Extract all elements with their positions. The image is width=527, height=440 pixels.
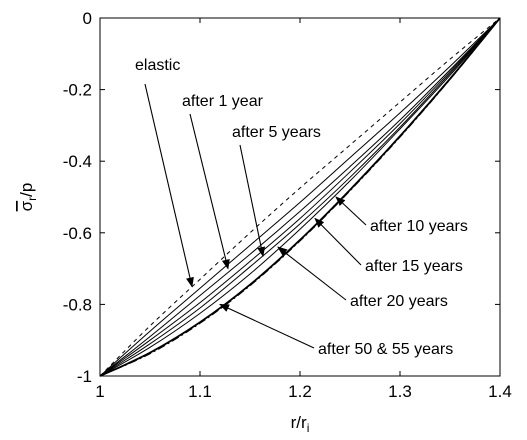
annotation-label: after 1 year	[182, 93, 264, 110]
annotation-arrow	[239, 144, 266, 258]
annotation-arrow	[277, 246, 347, 301]
y-tick-label: 0	[83, 9, 92, 28]
y-axis-label: σr/p	[17, 183, 39, 212]
annotation-label: elastic	[135, 57, 180, 74]
y-tick-label: -0.6	[63, 224, 92, 243]
x-tick-label: 1.2	[288, 382, 312, 401]
annotation-layer: elastic after 1 year after 5 years after 10…	[135, 57, 468, 358]
annotation-arrow	[314, 217, 362, 266]
annotation-label: after 15 years	[365, 258, 463, 275]
x-tick-label: 1	[95, 382, 104, 401]
annotation-label: after 10 years	[370, 218, 468, 235]
svg-text:σr/p: σr/p	[17, 183, 39, 212]
annotation-label: after 20 years	[350, 293, 448, 310]
y-axis: 0 -0.2 -0.4 -0.6 -0.8 -1	[63, 9, 500, 386]
annotation-arrow	[219, 303, 315, 349]
series-line-2	[99, 17, 501, 377]
y-tick-label: -1	[77, 367, 92, 386]
annotation-label: after 50 & 55 years	[318, 341, 453, 358]
series-line-4	[99, 17, 501, 377]
series-line-7	[99, 17, 501, 377]
annotation-arrow	[144, 83, 194, 288]
series-line-6	[99, 17, 501, 377]
x-tick-label: 1.4	[488, 382, 512, 401]
annotation-label: after 5 years	[232, 124, 321, 141]
annotation-arrow	[335, 196, 367, 226]
series-line-5	[99, 17, 501, 377]
series-line-3	[99, 17, 501, 377]
series-line-0	[99, 17, 501, 377]
x-axis: 1 1.1 1.2 1.3 1.4	[95, 18, 512, 401]
y-tick-label: -0.4	[63, 152, 92, 171]
x-axis-label: r/ri	[291, 413, 310, 435]
series-layer	[99, 17, 501, 377]
y-tick-label: -0.8	[63, 295, 92, 314]
y-tick-label: -0.2	[63, 81, 92, 100]
annotation-arrow	[189, 113, 230, 270]
series-line-1	[99, 17, 501, 377]
x-tick-label: 1.1	[188, 382, 212, 401]
x-tick-label: 1.3	[388, 382, 412, 401]
